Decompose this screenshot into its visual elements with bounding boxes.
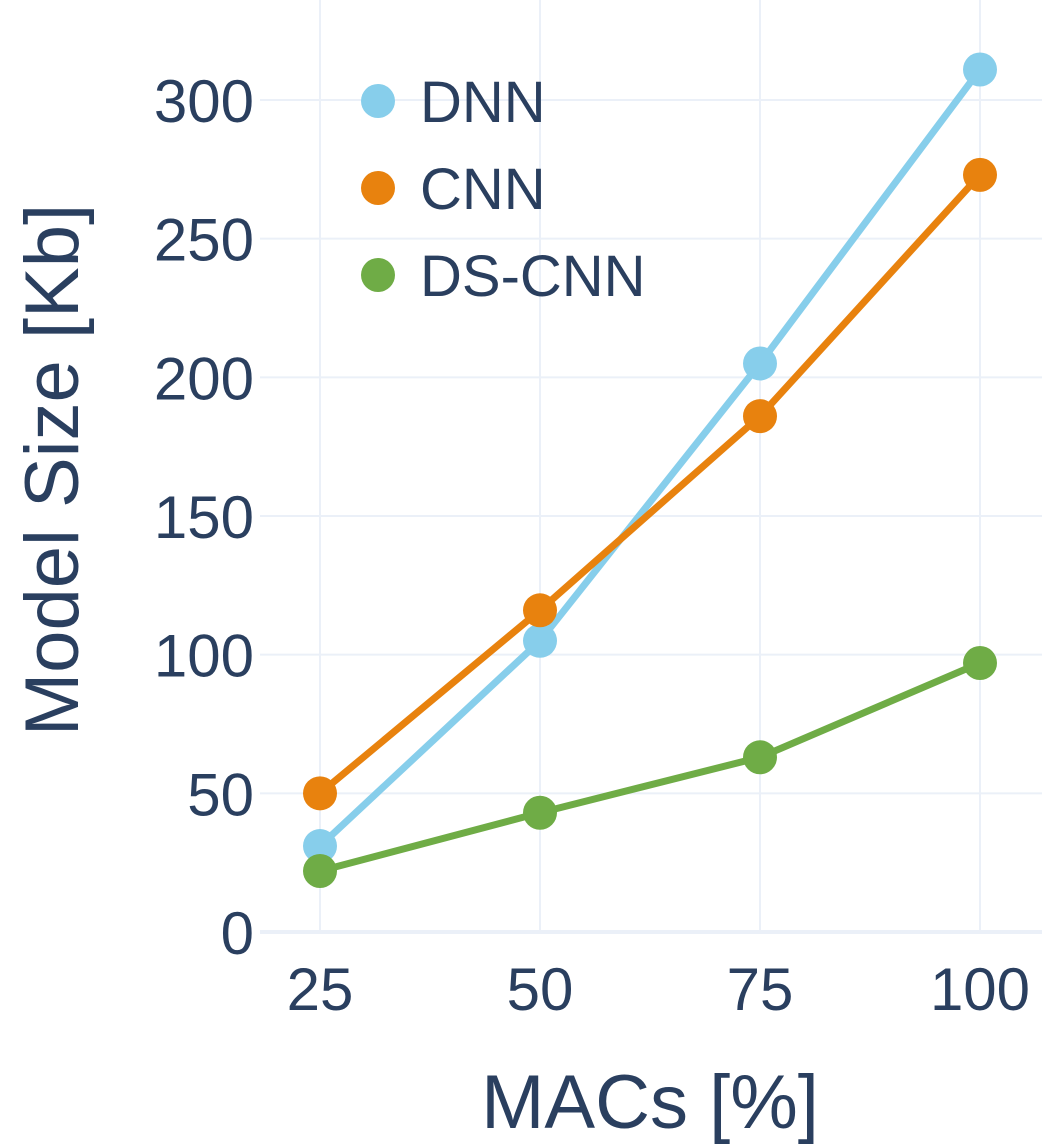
y-tick-label: 250 — [154, 207, 254, 274]
legend-marker-ds-cnn — [361, 258, 395, 292]
series-line-ds-cnn — [316, 659, 984, 875]
series-line-cnn — [316, 171, 984, 797]
legend-marker-dnn — [361, 84, 395, 118]
data-point-dnn — [523, 623, 557, 658]
data-point-dnn — [743, 346, 777, 381]
x-tick-label: 75 — [727, 956, 794, 1023]
data-point-ds-cnn — [743, 740, 777, 775]
y-tick-label: 50 — [187, 761, 254, 828]
data-point-ds-cnn — [963, 645, 997, 680]
legend-label-dnn: DNN — [420, 70, 546, 135]
legend-label-ds-cnn: DS-CNN — [420, 244, 646, 309]
data-point-cnn — [743, 399, 777, 434]
legend: DNN CNN DS-CNN — [361, 70, 646, 309]
y-tick-label: 100 — [154, 623, 254, 690]
series-layer — [303, 52, 997, 888]
x-tick-label: 50 — [507, 956, 574, 1023]
legend-marker-cnn — [361, 171, 395, 205]
data-point-cnn — [303, 776, 337, 811]
legend-label-cnn: CNN — [420, 157, 546, 222]
x-tick-label: 25 — [287, 956, 354, 1023]
y-tick-label: 200 — [154, 345, 254, 412]
data-point-ds-cnn — [303, 853, 337, 888]
data-point-cnn — [523, 593, 557, 628]
data-point-cnn — [963, 157, 997, 192]
y-tick-label: 0 — [221, 900, 254, 967]
data-point-dnn — [963, 52, 997, 87]
y-axis-title: Model Size [Kb] — [10, 204, 95, 736]
x-axis-title: MACs [%] — [481, 1060, 819, 1145]
x-tick-label: 100 — [930, 956, 1030, 1023]
y-tick-label: 300 — [154, 68, 254, 135]
data-point-ds-cnn — [523, 795, 557, 830]
x-axis-ticks: 25 50 75 100 — [287, 956, 1030, 1023]
y-tick-label: 150 — [154, 484, 254, 551]
data-point-dnn — [303, 829, 337, 864]
series-line-dnn — [316, 65, 984, 850]
y-axis-ticks: 0 50 100 150 200 250 300 — [154, 68, 254, 967]
